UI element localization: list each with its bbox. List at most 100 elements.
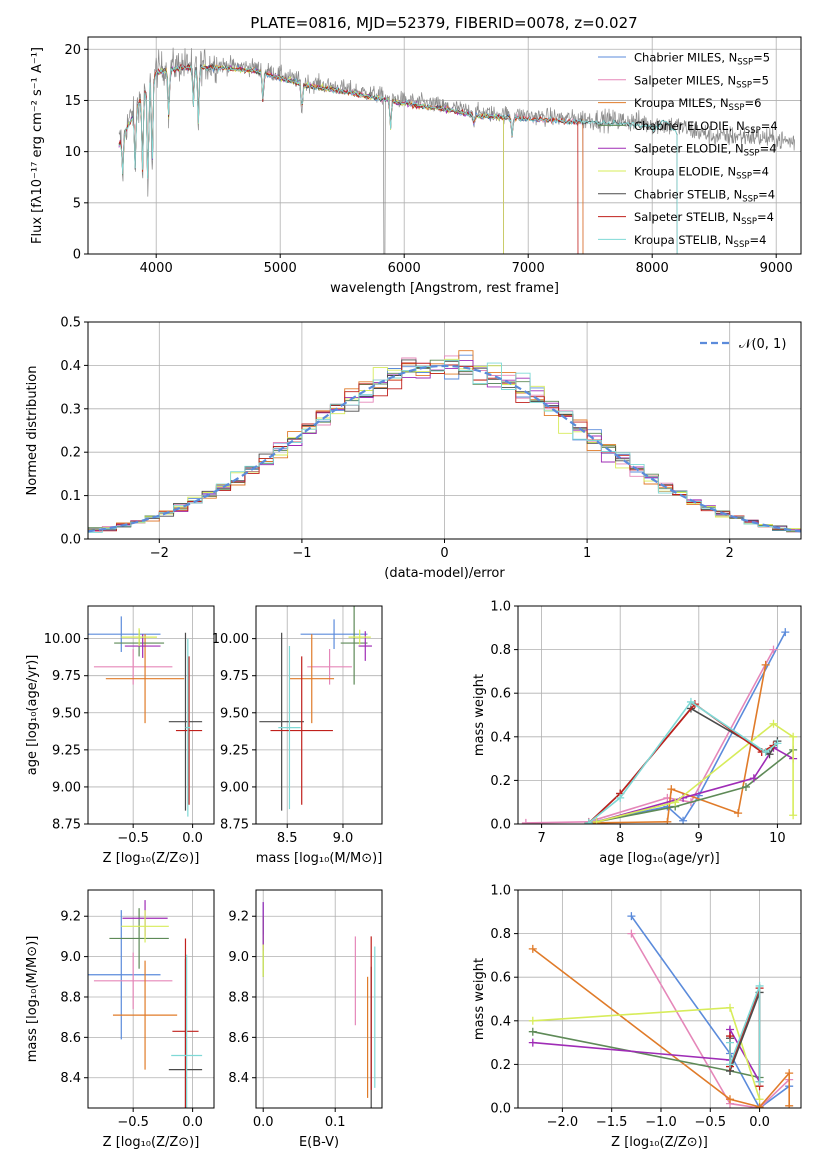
legend-entry: Chabrier STELIB, NSSP=4 (634, 187, 775, 204)
model-spectrum-line (118, 64, 584, 254)
y-tick-label: 8.4 (228, 1071, 249, 1086)
model-spectrum-line (118, 64, 504, 254)
y-tick-label: 0 (73, 248, 81, 263)
axes: 4000 5000 6000 7000 8000 9000 0 5 10 15 20 waveleng… (30, 36, 802, 296)
grid (88, 321, 801, 540)
model-spectrum-line (118, 62, 678, 254)
errorbar-point (121, 910, 169, 943)
axes: 7 8 9 10 0.0 0.2 0.4 0.6 0.8 1.0 age [log₁₀(age/yr… (472, 600, 802, 866)
plus-marker (528, 1038, 537, 1047)
x-tick-label: 2 (726, 546, 734, 561)
x-tick-label: −0.5 (694, 1115, 726, 1130)
plot-area (528, 912, 794, 1108)
y-tick-label: 0.8 (490, 927, 511, 942)
plus-marker (761, 660, 770, 669)
plus-marker (521, 818, 530, 824)
axes-frame (87, 605, 215, 825)
y-tick-label: 9.25 (52, 743, 81, 758)
panel-spectrum: 4000 5000 6000 7000 8000 9000 0 5 10 15 20 waveleng… (30, 36, 802, 296)
y-tick-label: 8.75 (52, 818, 81, 833)
y-tick-label: 0.2 (490, 774, 511, 789)
x-tick-label: 1 (583, 546, 591, 561)
x-tick-label: 8 (616, 831, 624, 846)
grid (256, 606, 382, 825)
plus-marker (769, 719, 778, 728)
y-tick-label: 9.2 (228, 910, 249, 925)
errorbar-point (168, 632, 203, 811)
axes-frame (517, 605, 802, 825)
y-axis-label: mass [log₁₀(M/M⊙)] (25, 936, 40, 1063)
x-tick-label: −1.5 (596, 1115, 628, 1130)
x-axis-label: mass [log₁₀(M/M⊙)] (256, 851, 383, 866)
panel-age-vs-z: −0.5 0.0 8.75 9.00 9.25 9.50 9.75 10.00 Z [log₁₀… (25, 605, 215, 866)
errorbar-point (88, 910, 161, 1040)
y-tick-label: 10.00 (212, 632, 249, 647)
series-line (525, 649, 775, 824)
legend-value: =5 (753, 51, 770, 65)
errorbar-point (358, 631, 372, 661)
x-tick-label: 8.5 (277, 831, 298, 846)
plus-marker (769, 645, 778, 654)
plus-marker (781, 628, 790, 637)
errorbar-point (340, 606, 368, 685)
plus-marker (627, 912, 636, 921)
model-spectrum-line (118, 64, 678, 254)
axes: −2 −1 0 1 2 0.0 0.1 0.2 0.3 0.4 0.5 (data-model)/er… (25, 316, 802, 581)
y-tick-label: 9.00 (52, 780, 81, 795)
legend-value: =4 (761, 119, 778, 133)
y-tick-label: 0.0 (60, 533, 81, 548)
y-tick-label: 9.50 (220, 706, 249, 721)
plot-area (259, 606, 372, 811)
grid (88, 606, 214, 825)
plot-area (88, 616, 203, 817)
x-tick-label: 7 (537, 831, 545, 846)
legend-value: =4 (758, 187, 775, 201)
plus-marker (755, 981, 764, 990)
x-tick-label: 0.0 (253, 1115, 274, 1130)
plot-area (262, 902, 376, 1108)
plus-marker (761, 748, 770, 757)
series-chabrier-stelib (584, 704, 782, 824)
legend-value: =6 (744, 96, 761, 110)
plus-marker (726, 1038, 735, 1047)
x-tick-label: 5000 (264, 261, 297, 276)
errorbar-point (121, 628, 157, 647)
legend-value: =4 (757, 210, 774, 224)
x-axis-label: Z [log₁₀(Z/Z⊙)] (103, 1135, 200, 1150)
grid (518, 605, 801, 825)
legend-value: =4 (749, 233, 766, 247)
series-kroupa-elodie (528, 1003, 764, 1104)
y-axis-label: Normed distribution (25, 366, 40, 496)
legend-entry: 𝒩(0, 1) (739, 337, 786, 352)
y-tick-label: 0.6 (490, 687, 511, 702)
legend-subscript: SSP (737, 58, 753, 68)
legend-subscript: SSP (741, 217, 757, 227)
plus-marker (686, 697, 695, 706)
errorbar-point (289, 634, 335, 724)
legend-value: =4 (752, 165, 769, 179)
plus-marker (734, 809, 743, 818)
plus-marker (789, 811, 798, 820)
y-tick-label: 9.00 (220, 780, 249, 795)
x-tick-label: 0.1 (325, 1115, 346, 1130)
plus-marker (726, 1060, 735, 1069)
plus-marker (755, 1095, 764, 1104)
y-tick-label: 9.50 (52, 706, 81, 721)
axes: 8.5 9.0 8.75 9.00 9.25 9.50 9.75 10.00 mass [log… (212, 605, 383, 866)
y-tick-label: 9.0 (60, 950, 81, 965)
y-tick-label: 1.0 (490, 884, 511, 899)
y-tick-label: 8.8 (228, 990, 249, 1005)
panel-weight-vs-age: 7 8 9 10 0.0 0.2 0.4 0.6 0.8 1.0 age [log₁₀(age/yr… (472, 600, 802, 866)
x-axis-label: Z [log₁₀(Z/Z⊙)] (611, 1135, 708, 1150)
panel-weight-vs-z: −2.0 −1.5 −1.0 −0.5 0.0 0.0 0.2 0.4 0.6 0.8 1.0 Z [… (472, 884, 802, 1150)
y-tick-label: 0.1 (60, 489, 81, 504)
figure-title: PLATE=0816, MJD=52379, FIBERID=0078, z=0… (250, 14, 637, 32)
errorbar-point (259, 632, 304, 811)
y-tick-label: 0.8 (490, 643, 511, 658)
errorbar-point (300, 619, 368, 650)
axes-frame (255, 889, 383, 1109)
legend-entry: Kroupa MILES, NSSP=6 (634, 96, 761, 113)
x-tick-label: 4000 (140, 261, 173, 276)
plus-marker (789, 732, 798, 741)
y-tick-label: 0.5 (60, 316, 81, 331)
